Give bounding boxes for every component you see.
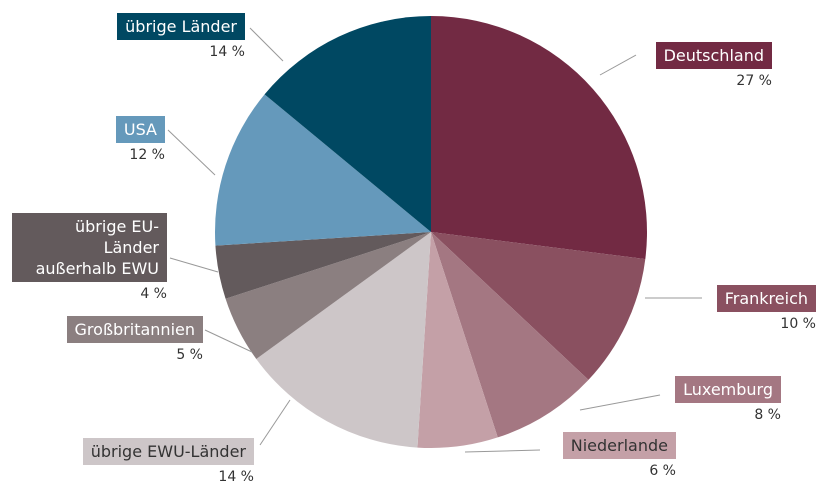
slice-label: Luxemburg 8 % xyxy=(675,376,781,423)
value-label: 27 % xyxy=(736,73,772,89)
category-label: Niederlande xyxy=(562,432,676,459)
pie-slice xyxy=(264,16,431,232)
category-label: übrige EU-Länder außerhalb EWU xyxy=(12,213,167,282)
pie-slice xyxy=(225,232,431,359)
slice-label: USA 12 % xyxy=(115,116,165,163)
leader-line xyxy=(464,449,541,453)
pie-slice xyxy=(256,232,431,448)
value-label: 5 % xyxy=(176,347,203,363)
slice-label: übrige EWU-Länder 14 % xyxy=(82,438,254,485)
pie-slice xyxy=(417,232,498,448)
category-label: übrige Länder xyxy=(117,13,245,40)
slice-label: übrige EU-Länder außerhalb EWU 4 % xyxy=(12,213,167,302)
slice-label: Niederlande 6 % xyxy=(562,432,676,479)
leader-line xyxy=(259,399,291,446)
value-label: 4 % xyxy=(140,286,167,302)
category-label: USA xyxy=(115,116,165,143)
leader-line xyxy=(579,394,661,411)
leader-line xyxy=(169,257,219,273)
slice-label: Frankreich 10 % xyxy=(716,285,816,332)
pie-slice xyxy=(431,232,589,438)
leader-line xyxy=(599,54,637,76)
pie-slice xyxy=(215,232,431,299)
leader-line xyxy=(204,329,253,353)
slice-label: Deutschland 27 % xyxy=(655,42,772,89)
value-label: 10 % xyxy=(780,316,816,332)
category-label: Frankreich xyxy=(716,285,816,312)
slice-label: übrige Länder 14 % xyxy=(117,13,245,60)
category-label: übrige EWU-Länder xyxy=(82,438,254,465)
category-label: Luxemburg xyxy=(675,376,781,403)
pie-slice xyxy=(431,16,648,260)
category-label: Großbritannien xyxy=(66,316,203,343)
leader-line xyxy=(249,27,284,62)
category-label: Deutschland xyxy=(655,42,772,69)
pie-slice xyxy=(431,232,646,380)
value-label: 14 % xyxy=(209,44,245,60)
value-label: 12 % xyxy=(129,147,165,163)
slice-label: Großbritannien 5 % xyxy=(66,316,203,363)
value-label: 14 % xyxy=(218,469,254,485)
pie-slice xyxy=(214,94,431,246)
value-label: 8 % xyxy=(754,407,781,423)
leader-line xyxy=(167,129,216,176)
value-label: 6 % xyxy=(649,463,676,479)
